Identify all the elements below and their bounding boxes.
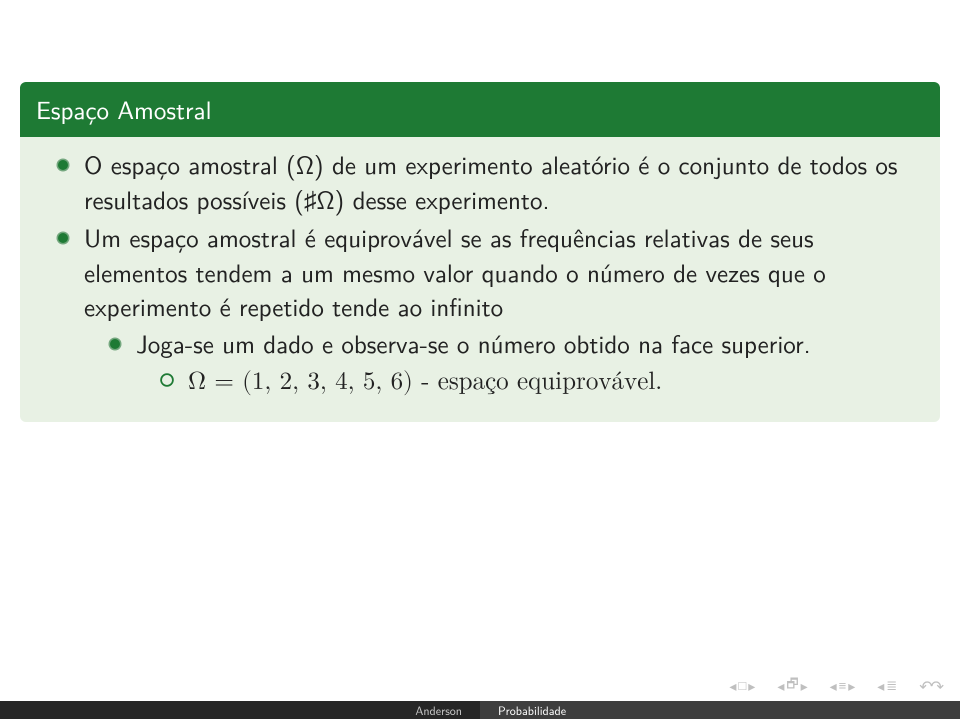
footer-author: Anderson — [0, 701, 480, 719]
nav-icons: ◂ □ ▸ ◂ 🗗 ▸ ◂ ≡ ▸ ◂ ≣ ↶↷ — [729, 674, 942, 697]
item-text: Joga-se um dado e observa-se o número ob… — [136, 324, 811, 361]
nav-prev-section-icon[interactable]: ◂ ≡ ▸ — [830, 676, 856, 696]
list-item: Um espaço amostral é equiprovável se as … — [58, 220, 922, 400]
footer-title: Probabilidade — [480, 701, 960, 719]
block-title: Espaço Amostral — [20, 82, 940, 137]
nav-prev-slide-icon[interactable]: ◂ □ ▸ — [729, 676, 755, 696]
item-text: Um espaço amostral é equiprovável se as … — [84, 218, 826, 324]
nav-prev-subsection-icon[interactable]: ◂ ≣ — [877, 676, 897, 696]
item-text: Ω = (1, 2, 3, 4, 5, 6) - espaço equiprov… — [188, 369, 662, 394]
block-body: O espaço amostral (Ω) de um experimento … — [20, 137, 940, 422]
nav-undo-icon[interactable]: ↶↷ — [919, 674, 942, 697]
item-text: O espaço amostral (Ω) de um experimento … — [84, 145, 897, 217]
nav-prev-frame-icon[interactable]: ◂ 🗗 ▸ — [777, 674, 807, 697]
list-item: O espaço amostral (Ω) de um experimento … — [58, 147, 922, 216]
list-item: Ω = (1, 2, 3, 4, 5, 6) - espaço equiprov… — [162, 362, 922, 400]
list-item: Joga-se um dado e observa-se o número ob… — [110, 326, 922, 400]
block-espaco-amostral: Espaço Amostral O espaço amostral (Ω) de… — [20, 82, 940, 422]
footer: Anderson Probabilidade — [0, 701, 960, 719]
